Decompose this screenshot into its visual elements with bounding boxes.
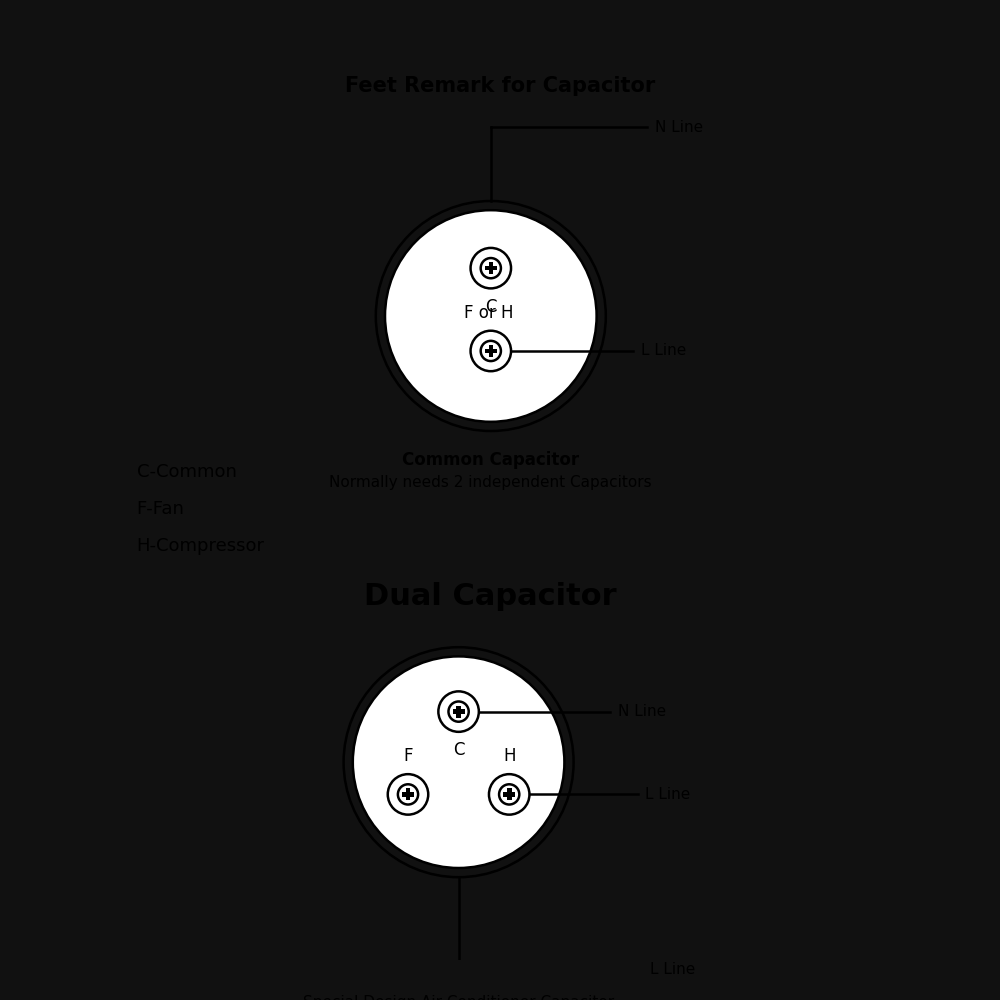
Text: L Line: L Line [641, 343, 686, 358]
Text: L Line: L Line [650, 962, 695, 977]
Bar [485, 266, 497, 270]
Text: N Line: N Line [655, 120, 703, 135]
Circle shape [353, 656, 564, 868]
Bar [507, 788, 512, 800]
Text: H-Compressor: H-Compressor [137, 537, 265, 555]
Bar [406, 788, 410, 800]
Circle shape [481, 258, 501, 278]
Text: F-Fan: F-Fan [137, 500, 184, 518]
Text: F: F [403, 747, 413, 765]
Bar [453, 709, 465, 714]
Text: Dual Capacitor: Dual Capacitor [364, 582, 617, 611]
Circle shape [471, 248, 511, 288]
Text: Normally needs 2 independent Capacitors: Normally needs 2 independent Capacitors [329, 475, 652, 490]
Circle shape [448, 701, 469, 722]
Text: C: C [453, 741, 464, 759]
Text: C-Common: C-Common [137, 463, 236, 481]
Text: F or H: F or H [464, 304, 514, 322]
Text: C: C [485, 298, 497, 316]
Bar [503, 792, 515, 797]
Text: H: H [503, 747, 515, 765]
Circle shape [388, 774, 428, 815]
Bar [488, 345, 493, 357]
Circle shape [471, 331, 511, 371]
Bar [402, 792, 414, 797]
Bar [456, 706, 461, 718]
Circle shape [481, 341, 501, 361]
Circle shape [438, 691, 479, 732]
Circle shape [385, 210, 597, 422]
Circle shape [398, 784, 418, 805]
Text: Common Capacitor: Common Capacitor [402, 451, 579, 469]
Text: Feet Remark for Capacitor: Feet Remark for Capacitor [345, 76, 655, 96]
Bar [488, 262, 493, 274]
Text: L Line: L Line [645, 787, 691, 802]
Circle shape [489, 774, 529, 815]
Circle shape [499, 784, 519, 805]
Text: Special Design Air Conditioner Capacitor: Special Design Air Conditioner Capacitor [303, 995, 614, 1000]
Bar [485, 349, 497, 353]
Text: N Line: N Line [618, 704, 666, 719]
